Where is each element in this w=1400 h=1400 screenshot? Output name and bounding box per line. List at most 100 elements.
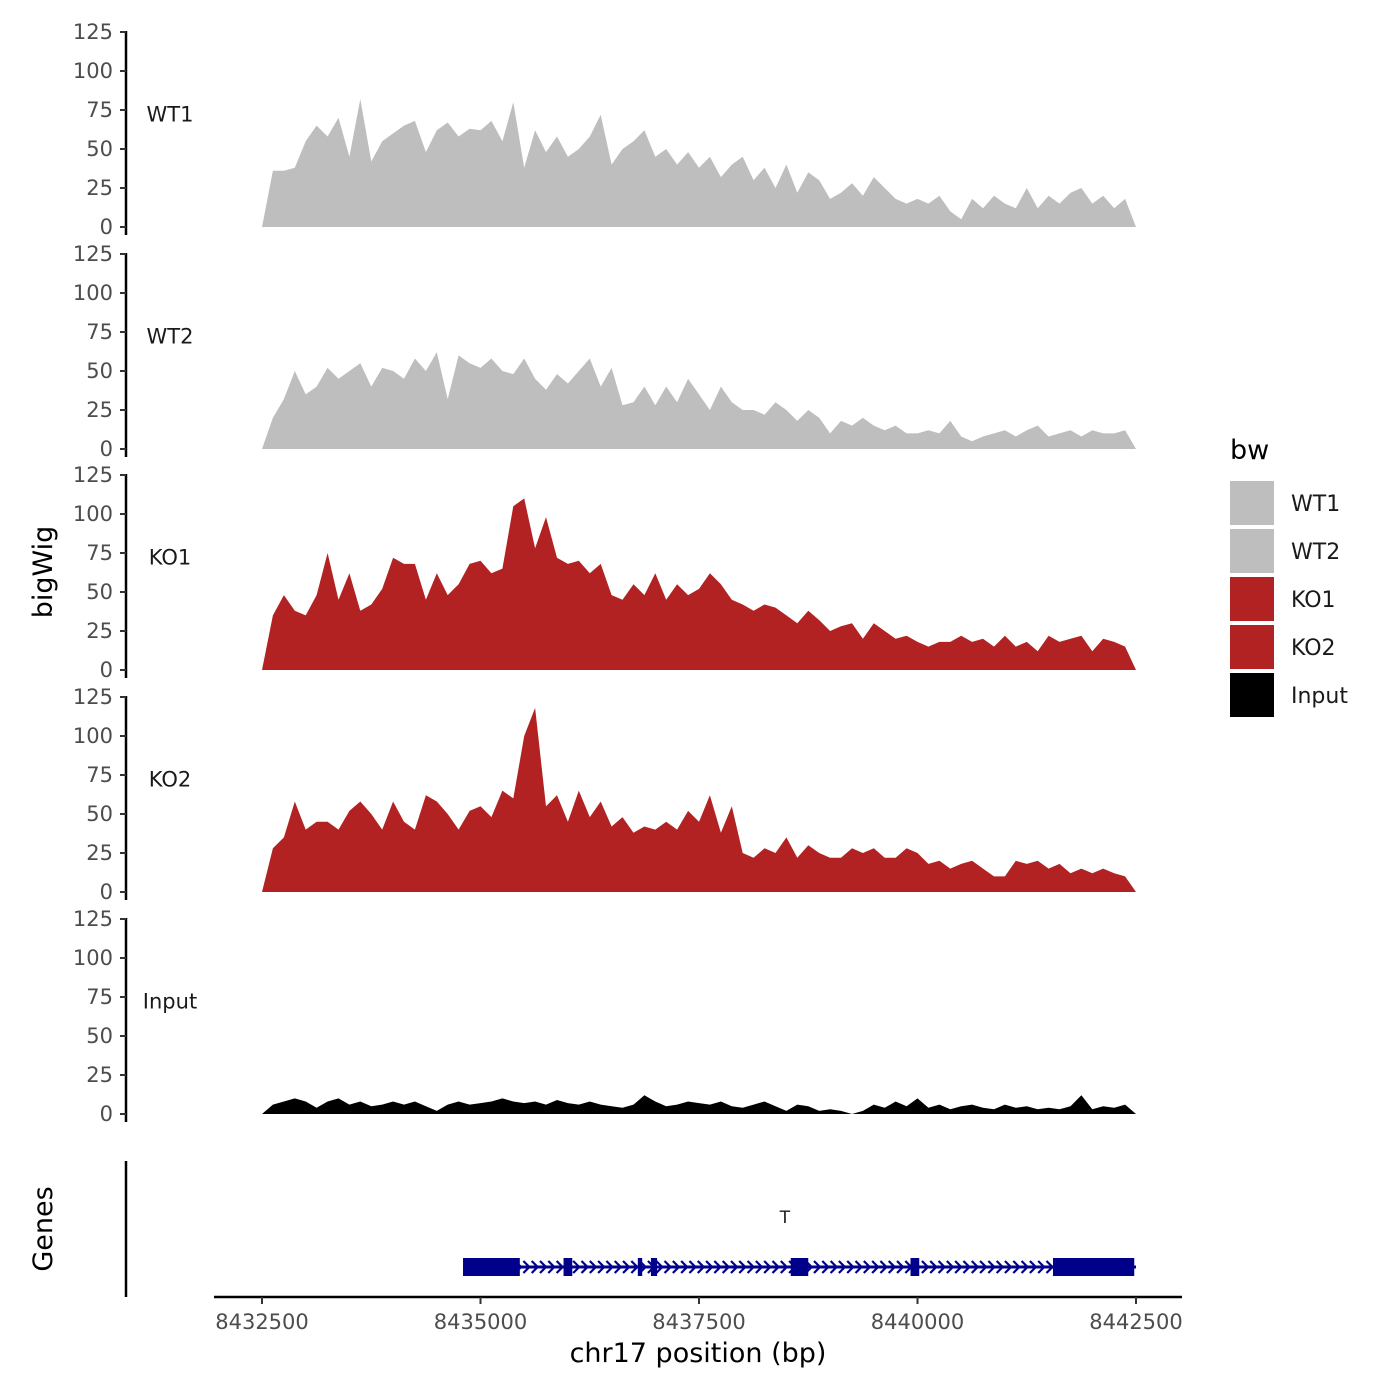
legend-swatch [1230,625,1274,669]
y-tick-label: 125 [73,685,113,709]
y-tick-label: 25 [86,841,113,865]
track-label: Input [143,990,197,1014]
y-tick-label: 75 [86,541,113,565]
strand-arrow [539,1260,548,1274]
y-tick-label: 100 [73,281,113,305]
strand-arrow [771,1260,781,1274]
y-tick-label: 25 [86,398,113,422]
strand-arrow [1020,1260,1030,1274]
strand-arrow [821,1260,830,1274]
strand-arrow [879,1260,888,1274]
strand-arrow [730,1260,739,1274]
area-input [262,1095,1136,1114]
strand-arrow [530,1260,540,1274]
legend-swatch [1230,673,1274,717]
strand-arrow [962,1260,971,1274]
x-tick-label: 8437500 [652,1310,746,1334]
strand-arrow [896,1260,905,1274]
x-tick-label: 8442500 [1089,1310,1183,1334]
track-ko1: 0 25 50 75 100 125 KO1 [73,463,1136,682]
y-tick-label: 0 [100,437,113,461]
y-tick-label: 125 [73,20,113,44]
y-tick-label: 125 [73,242,113,266]
track-wt2: 0 25 50 75 100 125 WT2 [73,242,1136,461]
y-tick-label: 0 [100,1102,113,1126]
strand-arrow [522,1260,531,1274]
legend-item-input: Input [1230,673,1348,717]
track-label: WT2 [147,325,194,349]
strand-arrow [970,1260,980,1274]
x-axis-title: chr17 position (bp) [570,1338,827,1369]
legend-label: KO1 [1291,588,1336,613]
strand-arrow [954,1260,963,1274]
legend-label: Input [1291,684,1348,709]
track-label: WT1 [147,103,194,127]
strand-arrow [630,1260,639,1274]
y-tick-label: 125 [73,907,113,931]
exon [480,1258,520,1276]
exon [563,1258,573,1276]
y-tick-label: 125 [73,463,113,487]
strand-arrow [995,1260,1005,1274]
strand-arrow [929,1260,938,1274]
legend-label: WT2 [1291,540,1340,565]
strand-arrow [1004,1260,1013,1274]
track-label: KO1 [149,546,192,570]
strand-arrow [705,1260,714,1274]
strand-arrow [755,1260,764,1274]
x-tick-label: 8432500 [215,1310,309,1334]
legend-label: WT1 [1291,492,1340,517]
y-tick-label: 100 [73,502,113,526]
y-tick-label: 25 [86,619,113,643]
y-tick-label: 100 [73,59,113,83]
strand-arrow [1037,1260,1046,1274]
track-input: 0 25 50 75 100 125 Input [73,907,1136,1126]
legend-title: bw [1230,435,1269,466]
y-tick-label: 0 [100,215,113,239]
y-tick-label: 50 [86,1024,113,1048]
strand-arrow [829,1260,839,1274]
strand-arrow [713,1260,722,1274]
strand-arrow [746,1260,756,1274]
y-tick-label: 25 [86,176,113,200]
strand-arrow [555,1260,565,1274]
legend-item-wt2: WT2 [1230,529,1340,573]
genes-axis-title: Genes [28,1186,59,1271]
x-tick-label: 8440000 [871,1310,965,1334]
y-tick-label: 75 [86,98,113,122]
track-panels: 0 25 50 75 100 125 WT1 0 25 50 75 100 125 WT2 0 25 50 75 1… [73,20,1136,1126]
strand-arrow [838,1260,847,1274]
area-wt1 [262,99,1136,227]
legend: WT1 WT2 KO1 KO2 Input [1230,481,1348,717]
area-wt2 [262,352,1136,449]
y-tick-label: 25 [86,1063,113,1087]
track-label: KO2 [149,768,192,792]
strand-arrow [597,1260,606,1274]
area-ko1 [262,498,1136,670]
strand-arrow [663,1260,673,1274]
strand-arrow [863,1260,872,1274]
x-tick-label: 8435000 [434,1310,528,1334]
strand-arrow [622,1260,631,1274]
x-axis: 8432500 8435000 8437500 8440000 8442500 [214,1295,1183,1334]
track-wt1: 0 25 50 75 100 125 WT1 [73,20,1136,239]
strand-arrow [813,1260,822,1274]
track-ko2: 0 25 50 75 100 125 KO2 [73,685,1136,904]
y-tick-label: 50 [86,802,113,826]
legend-item-ko1: KO1 [1230,577,1336,621]
strand-arrow [1029,1260,1038,1274]
legend-item-ko2: KO2 [1230,625,1336,669]
strand-arrow [680,1260,689,1274]
y-axis-title: bigWig [28,526,59,619]
strand-arrow [580,1260,590,1274]
y-tick-label: 50 [86,137,113,161]
legend-label: KO2 [1291,636,1336,661]
strand-arrow [921,1260,930,1274]
exon [650,1258,658,1276]
y-tick-label: 0 [100,880,113,904]
strand-arrow [721,1260,731,1274]
strand-arrow [780,1260,789,1274]
legend-swatch [1230,481,1274,525]
strand-arrow [696,1260,706,1274]
exon [910,1258,920,1276]
